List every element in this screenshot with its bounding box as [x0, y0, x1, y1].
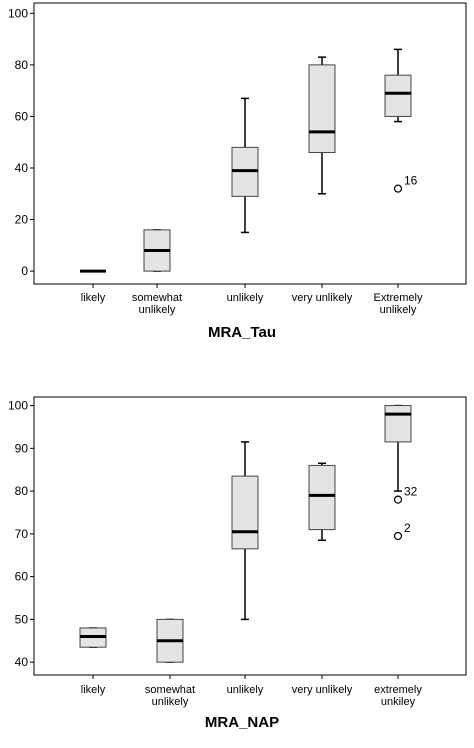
- box: [308, 464, 336, 531]
- plot-frame: [33, 396, 467, 676]
- category-label: unlikely: [380, 304, 417, 316]
- category-label: Extremely: [374, 292, 423, 304]
- y-tick-label: 100: [8, 399, 28, 413]
- box: [384, 74, 412, 117]
- outlier-point: [393, 531, 403, 541]
- category-label: unlikely: [139, 304, 176, 316]
- category-label: unlikely: [152, 696, 189, 708]
- category-label: extremely: [374, 684, 422, 696]
- x-axis-title: MRA_NAP: [205, 714, 279, 731]
- outlier-label: 2: [404, 521, 411, 535]
- outlier-label: 16: [404, 174, 418, 188]
- y-tick-label: 70: [15, 527, 29, 541]
- y-tick-label: 60: [15, 570, 29, 584]
- box: [308, 64, 336, 154]
- outlier-label: 32: [404, 485, 418, 499]
- outlier-point: [393, 184, 403, 193]
- category-label: unlikely: [227, 684, 264, 696]
- category-label: unkiley: [381, 696, 416, 708]
- y-tick-label: 100: [8, 6, 28, 20]
- category-label: likely: [81, 684, 106, 696]
- y-tick-label: 40: [15, 161, 29, 175]
- y-tick-label: 80: [15, 484, 29, 498]
- y-tick-label: 20: [15, 213, 29, 227]
- y-tick-label: 40: [15, 655, 29, 669]
- y-tick-label: 60: [15, 109, 29, 123]
- category-label: unlikely: [227, 292, 264, 304]
- category-label: very unlikely: [292, 292, 353, 304]
- y-tick-label: 50: [15, 612, 29, 626]
- box: [384, 405, 412, 443]
- category-label: very unlikely: [292, 684, 353, 696]
- y-tick-label: 80: [15, 58, 29, 72]
- y-tick-label: 0: [21, 264, 28, 278]
- plot-frame: [33, 2, 467, 285]
- category-label: somewhat: [132, 292, 182, 304]
- category-label: likely: [81, 292, 106, 304]
- outlier-point: [393, 495, 403, 504]
- box: [231, 475, 259, 550]
- category-label: somewhat: [145, 684, 195, 696]
- y-tick-label: 90: [15, 441, 29, 455]
- x-axis-title: MRA_Tau: [208, 324, 276, 341]
